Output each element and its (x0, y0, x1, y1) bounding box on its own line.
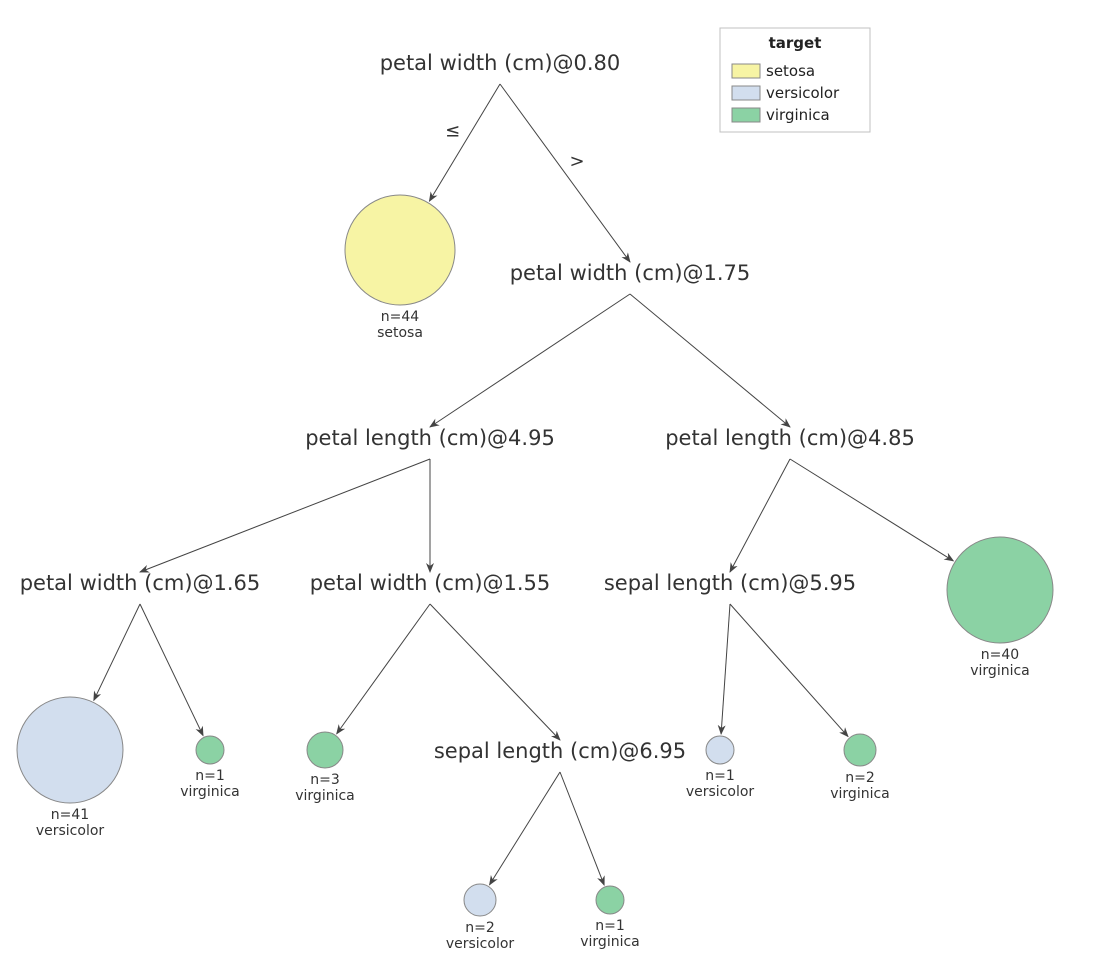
leaf-node-circle (17, 697, 123, 803)
leaf-node-count: n=2 (465, 920, 495, 936)
legend-title: target (769, 34, 822, 52)
leaf-node-class: versicolor (36, 823, 105, 839)
leaf-node-class: virginica (295, 788, 355, 804)
tree-edge (560, 772, 604, 885)
leaf-node-class: versicolor (686, 784, 755, 800)
tree-edge (94, 604, 140, 700)
leaf-node-class: versicolor (446, 936, 515, 952)
leaf-node-count: n=1 (595, 918, 625, 934)
leaf-node-circle (706, 736, 734, 764)
tree-edge (430, 604, 560, 740)
leaf-node-circle (307, 732, 343, 768)
tree-edge (140, 459, 430, 572)
split-node-label: petal length (cm)@4.85 (665, 426, 915, 450)
edge-op-label: > (569, 151, 584, 172)
leaf-node-circle (196, 736, 224, 764)
edge-op-label: ≤ (445, 121, 460, 142)
legend-swatch (732, 108, 760, 122)
tree-edge (500, 84, 630, 262)
leaf-node-class: setosa (377, 325, 423, 341)
leaf-node-circle (345, 195, 455, 305)
leaf-node-count: n=44 (381, 309, 420, 325)
tree-edge (630, 294, 790, 427)
tree-edge (140, 604, 203, 736)
split-node-label: petal width (cm)@1.75 (510, 261, 751, 285)
tree-edge (490, 772, 560, 885)
split-node-label: sepal length (cm)@6.95 (434, 739, 686, 763)
split-node-label: petal width (cm)@1.55 (310, 571, 551, 595)
leaf-node-class: virginica (180, 784, 240, 800)
split-node-label: petal width (cm)@1.65 (20, 571, 261, 595)
tree-edge (721, 604, 730, 734)
leaf-node-count: n=1 (195, 768, 225, 784)
leaf-node-count: n=40 (981, 647, 1019, 663)
leaf-node-circle (844, 734, 876, 766)
tree-edge (429, 84, 500, 201)
tree-edge (730, 604, 848, 737)
leaf-node-count: n=2 (845, 770, 875, 786)
tree-edge (337, 604, 430, 734)
legend-item-label: virginica (766, 106, 830, 124)
leaf-node-count: n=1 (705, 768, 735, 784)
leaf-node-circle (464, 884, 496, 916)
tree-edge (730, 459, 790, 572)
leaf-node-class: virginica (970, 663, 1030, 679)
split-node-label: petal length (cm)@4.95 (305, 426, 555, 450)
tree-edge (430, 294, 630, 427)
decision-tree-diagram: ≤> petal width (cm)@0.80n=44setosapetal … (0, 0, 1094, 963)
legend-swatch (732, 64, 760, 78)
tree-edge (790, 459, 953, 561)
leaf-node-count: n=3 (310, 772, 340, 788)
leaf-node-class: virginica (580, 934, 640, 950)
split-node-label: sepal length (cm)@5.95 (604, 571, 856, 595)
leaf-node-circle (596, 886, 624, 914)
legend-swatch (732, 86, 760, 100)
legend-item-label: setosa (766, 62, 815, 80)
leaf-node-class: virginica (830, 786, 890, 802)
leaf-node-count: n=41 (51, 807, 89, 823)
leaf-node-circle (947, 537, 1053, 643)
legend-item-label: versicolor (766, 84, 840, 102)
split-node-label: petal width (cm)@0.80 (380, 51, 621, 75)
